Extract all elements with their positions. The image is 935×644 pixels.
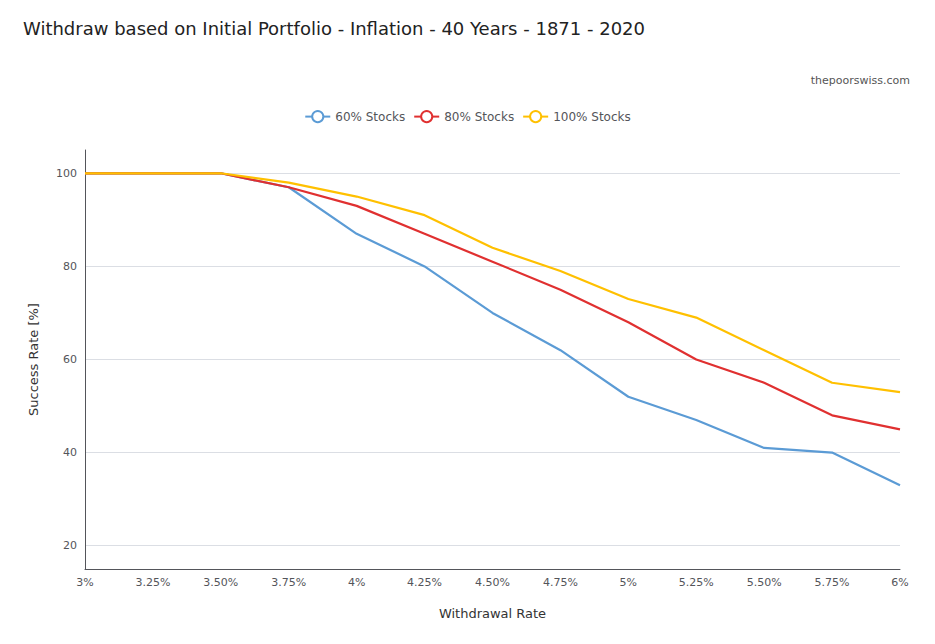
svg-text:4.25%: 4.25% (407, 576, 442, 589)
svg-text:Withdrawal Rate: Withdrawal Rate (439, 606, 546, 621)
svg-text:Withdraw based on Initial Port: Withdraw based on Initial Portfolio - In… (23, 18, 645, 39)
svg-text:5.25%: 5.25% (679, 576, 714, 589)
svg-text:3.75%: 3.75% (271, 576, 306, 589)
svg-text:100: 100 (56, 167, 77, 180)
svg-text:3%: 3% (76, 576, 93, 589)
svg-text:3.50%: 3.50% (203, 576, 238, 589)
svg-text:Success Rate [%]: Success Rate [%] (26, 303, 41, 416)
svg-text:5%: 5% (620, 576, 637, 589)
svg-text:4%: 4% (348, 576, 365, 589)
svg-text:40: 40 (63, 446, 77, 459)
svg-text:5.50%: 5.50% (747, 576, 782, 589)
svg-text:4.75%: 4.75% (543, 576, 578, 589)
svg-text:80% Stocks: 80% Stocks (444, 110, 514, 124)
svg-text:60% Stocks: 60% Stocks (335, 110, 405, 124)
svg-text:20: 20 (63, 539, 77, 552)
svg-text:100% Stocks: 100% Stocks (553, 110, 631, 124)
svg-text:6%: 6% (891, 576, 908, 589)
svg-text:60: 60 (63, 353, 77, 366)
svg-text:4.50%: 4.50% (475, 576, 510, 589)
svg-text:5.75%: 5.75% (815, 576, 850, 589)
svg-text:3.25%: 3.25% (135, 576, 170, 589)
svg-text:thepoorswiss.com: thepoorswiss.com (811, 74, 910, 87)
svg-text:80: 80 (63, 260, 77, 273)
